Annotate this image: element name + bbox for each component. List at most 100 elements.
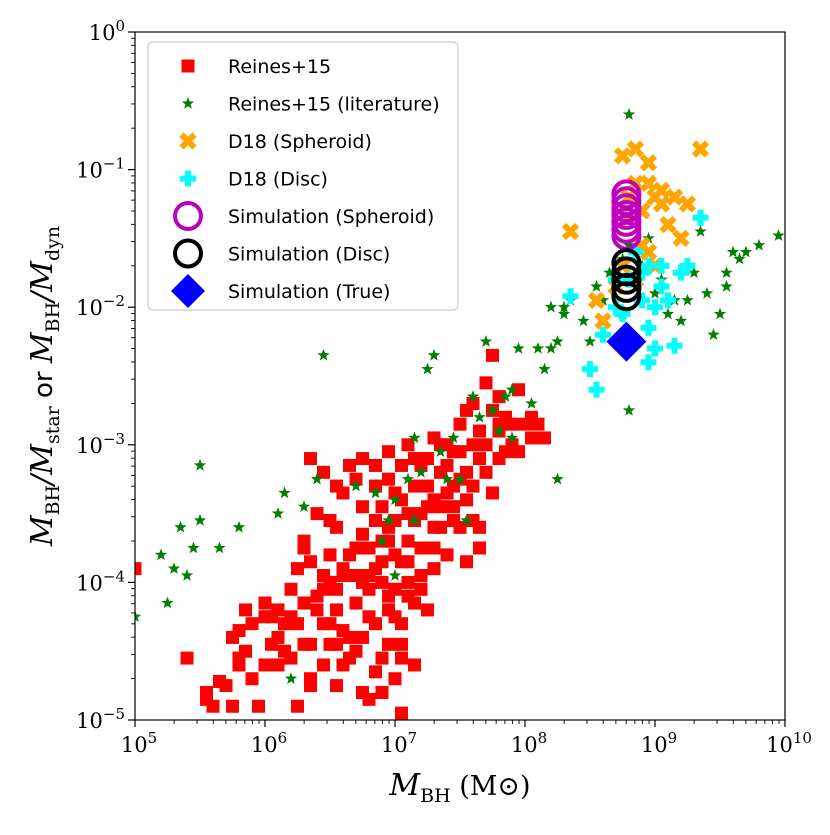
- data-point: [720, 266, 733, 279]
- data-point: [561, 222, 580, 241]
- data-point: [595, 326, 611, 343]
- data-point: [590, 280, 603, 292]
- data-point: [330, 637, 343, 651]
- data-point: [421, 500, 434, 514]
- data-point: [434, 500, 447, 514]
- data-point: [551, 335, 564, 347]
- data-point: [284, 672, 298, 684]
- data-point: [622, 403, 636, 416]
- data-point: [466, 479, 480, 493]
- data-point: [460, 555, 473, 569]
- data-point: [648, 286, 662, 299]
- data-point: [343, 651, 356, 665]
- data-point: [388, 486, 402, 500]
- data-point: [659, 216, 677, 234]
- data-point: [174, 520, 187, 533]
- data-point: [232, 520, 246, 533]
- data-point: [330, 679, 343, 693]
- data-layer: [135, 108, 785, 720]
- data-point: [388, 493, 402, 506]
- data-point: [505, 417, 519, 431]
- data-point: [692, 209, 709, 226]
- data-point: [427, 348, 441, 361]
- data-point: [226, 699, 239, 713]
- data-point: [401, 534, 415, 548]
- data-point: [369, 458, 382, 472]
- data-point: [460, 513, 473, 526]
- data-point: [135, 562, 142, 576]
- data-point: [232, 658, 246, 672]
- data-point: [369, 479, 382, 493]
- data-point: [427, 562, 441, 576]
- data-point: [369, 486, 382, 499]
- data-point: [408, 452, 421, 466]
- data-point: [557, 307, 571, 320]
- data-point: [642, 231, 655, 244]
- data-point: [200, 685, 213, 699]
- data-point: [278, 644, 291, 658]
- data-point: [369, 665, 382, 679]
- data-point: [388, 610, 402, 624]
- data-point: [395, 651, 408, 665]
- data-point: [622, 108, 636, 120]
- data-point: [291, 562, 304, 576]
- legend-marker: [180, 170, 196, 187]
- data-point: [427, 520, 441, 534]
- data-point: [421, 479, 434, 493]
- data-point: [772, 229, 785, 241]
- data-point: [660, 292, 676, 309]
- data-point: [369, 513, 382, 527]
- data-point: [639, 174, 658, 192]
- data-point: [447, 431, 460, 444]
- data-point: [330, 582, 343, 596]
- data-point: [336, 569, 350, 583]
- y-tick-label: 100: [89, 17, 125, 45]
- data-point: [640, 257, 657, 274]
- data-point: [304, 452, 317, 466]
- data-point: [356, 452, 369, 466]
- data-point: [594, 312, 612, 330]
- data-point: [661, 307, 675, 320]
- data-point: [720, 280, 733, 292]
- data-point: [414, 569, 428, 583]
- legend-marker: [181, 59, 195, 73]
- data-point: [479, 376, 493, 390]
- data-point: [375, 651, 389, 665]
- data-point: [505, 431, 519, 444]
- data-point: [460, 493, 473, 507]
- data-point: [213, 541, 226, 554]
- data-point: [382, 637, 395, 651]
- data-point: [538, 431, 551, 445]
- x-tick-label: 105: [121, 729, 157, 757]
- legend: Reines+15 Reines+15 (literature) D18 (Sphe…: [147, 41, 459, 311]
- data-point: [557, 300, 571, 313]
- data-point: [626, 140, 645, 158]
- data-point: [447, 500, 460, 514]
- data-point: [473, 541, 486, 555]
- data-point: [453, 445, 467, 459]
- data-point: [154, 548, 168, 561]
- data-point: [587, 291, 606, 309]
- y-tick-label: 10−1: [76, 155, 125, 183]
- data-point: [323, 548, 337, 562]
- legend-marker: [171, 274, 205, 308]
- data-point: [343, 458, 356, 472]
- data-point: [356, 630, 369, 644]
- data-point: [466, 390, 480, 402]
- data-point: [232, 624, 246, 638]
- data-point: [582, 361, 598, 378]
- data-point: [562, 288, 579, 305]
- data-point: [362, 610, 376, 624]
- data-point: [525, 397, 538, 409]
- data-point: [135, 610, 142, 623]
- data-point: [421, 603, 434, 617]
- data-point: [531, 417, 545, 431]
- data-point: [611, 281, 642, 312]
- data-point: [271, 603, 285, 617]
- data-point: [375, 555, 389, 569]
- data-point: [284, 610, 298, 624]
- series-simulation-disc: [611, 248, 642, 312]
- data-point: [304, 637, 317, 651]
- data-point: [375, 685, 389, 699]
